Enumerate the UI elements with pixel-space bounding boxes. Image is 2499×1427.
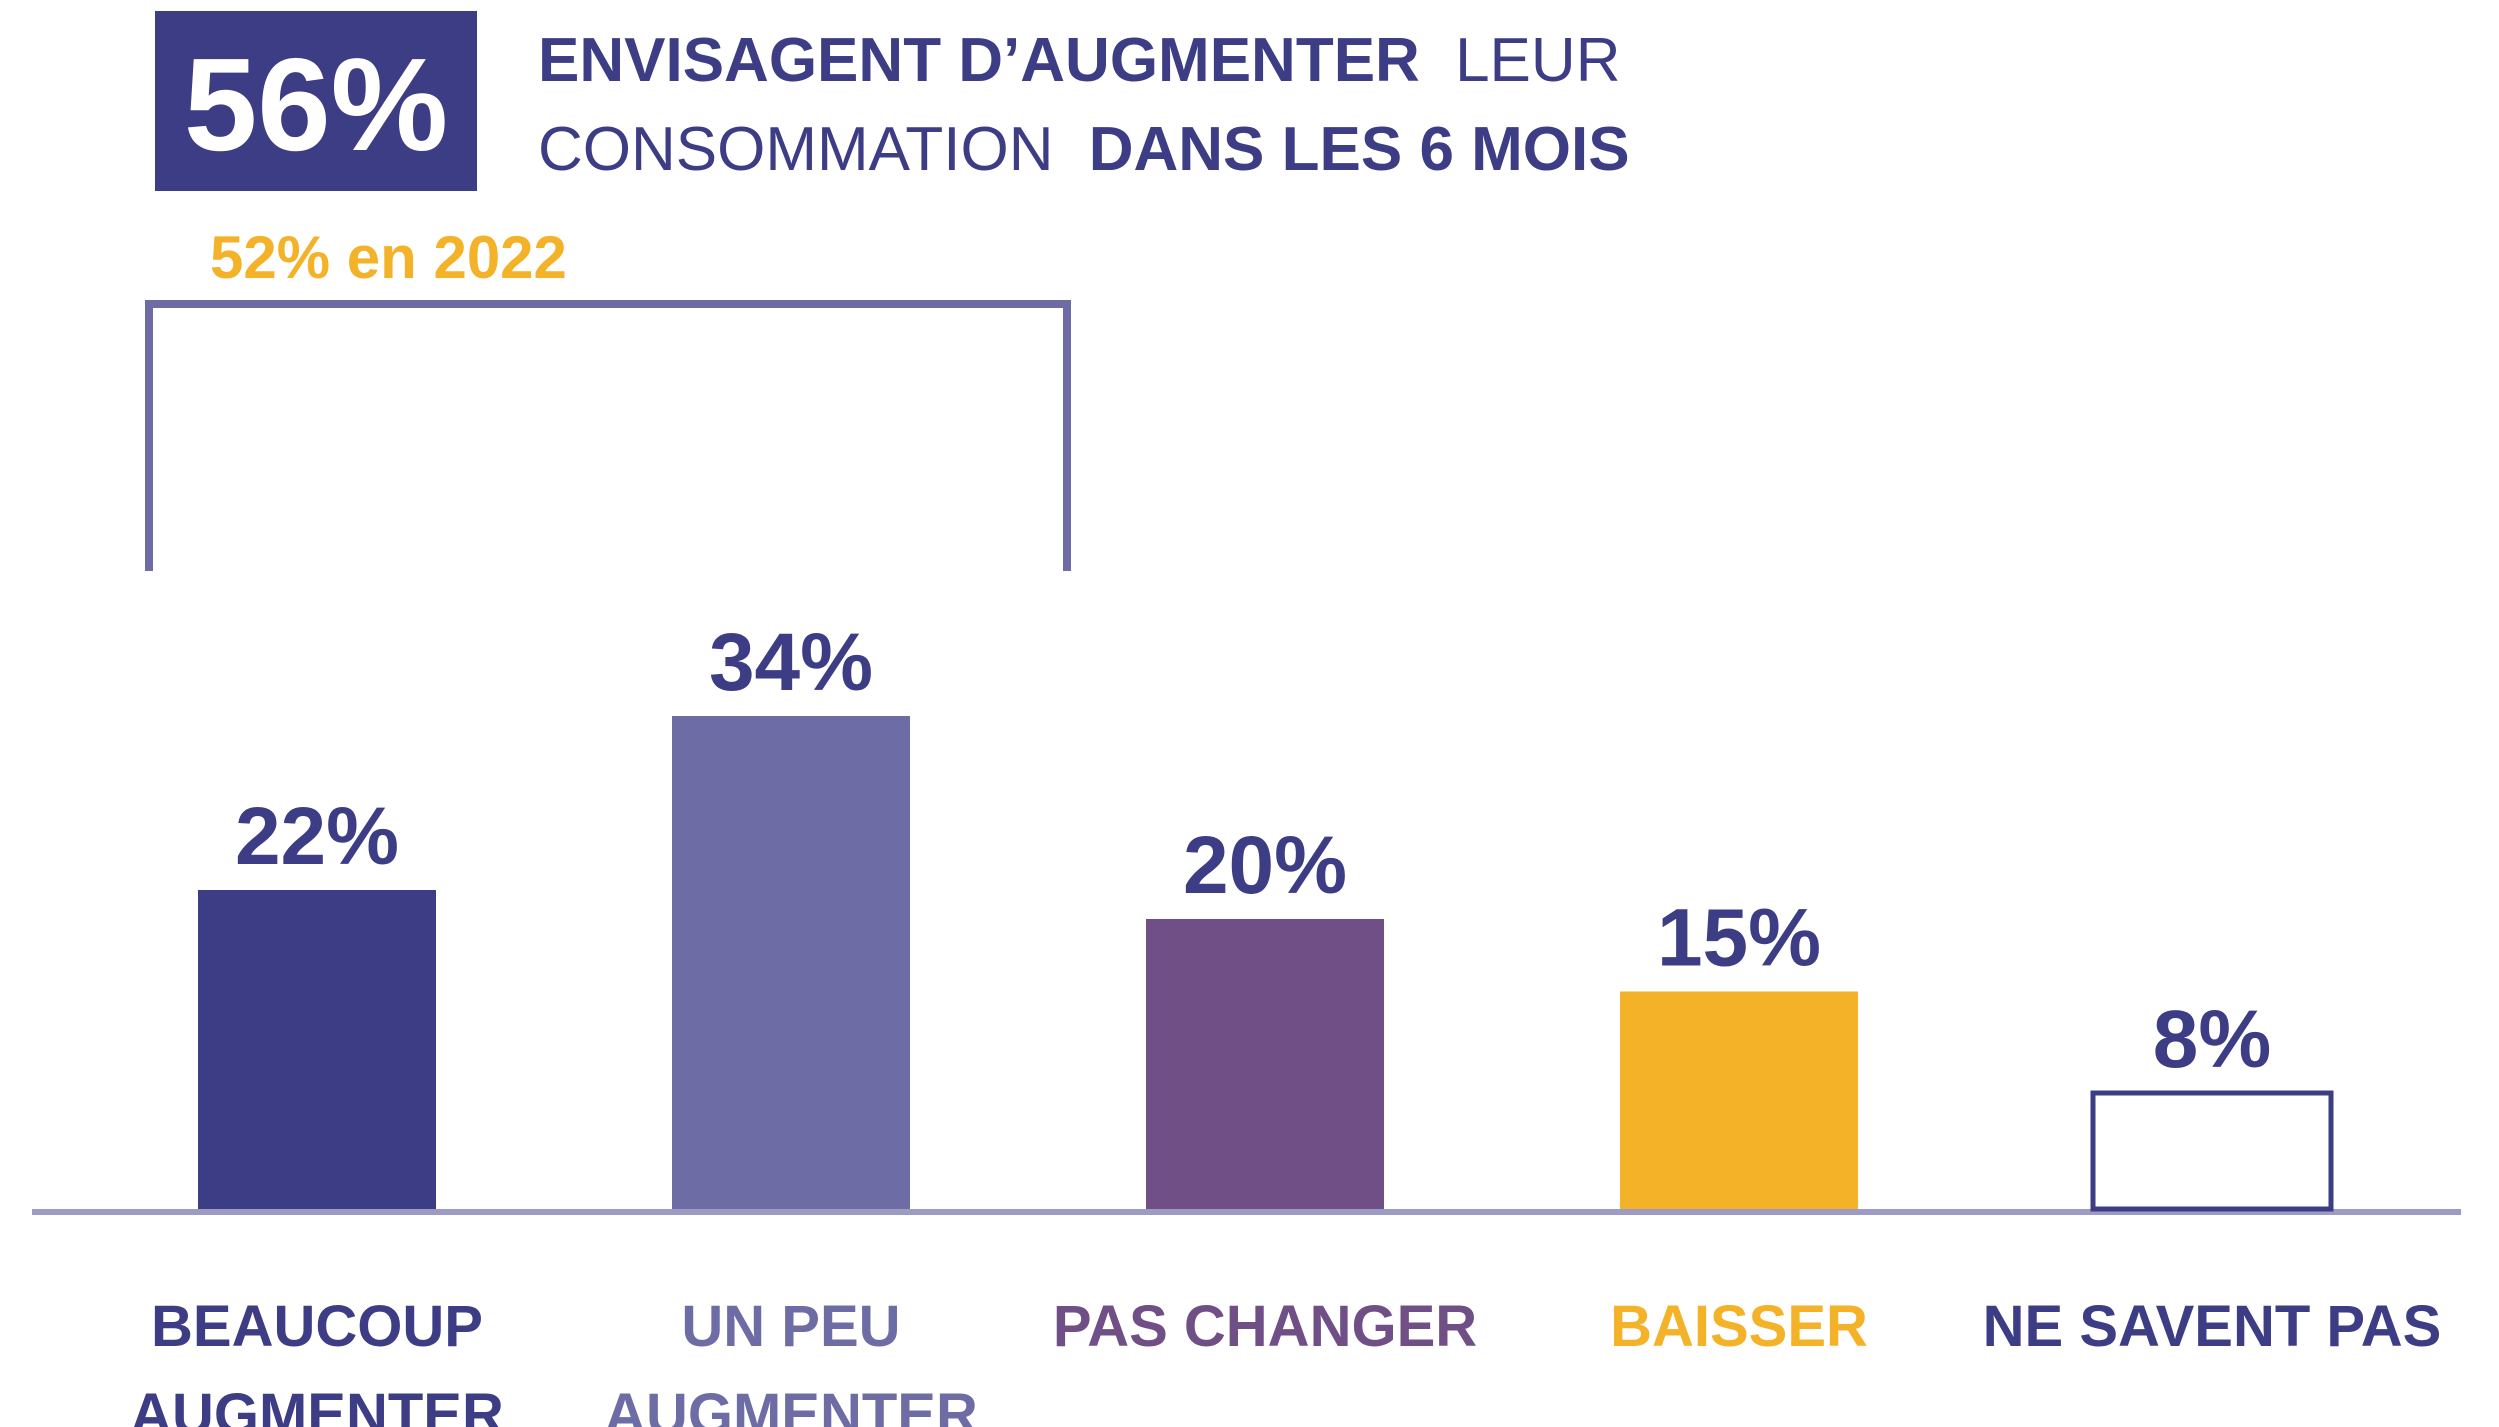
value-label: 8%	[2153, 994, 2272, 1085]
value-label: 15%	[1657, 893, 1821, 984]
annotation: 52% en 2022	[210, 224, 567, 291]
bar	[2090, 1090, 2334, 1212]
category-label: BAISSER	[1610, 1294, 1868, 1359]
bar	[1146, 919, 1384, 1209]
title-line: CONSOMMATION DANS LES 6 MOIS	[538, 115, 1630, 184]
title-part: CONSOMMATION	[538, 115, 1054, 184]
bar	[198, 890, 436, 1209]
value-label: 34%	[709, 617, 873, 708]
bar	[672, 716, 910, 1209]
headline-box	[155, 11, 477, 191]
headline: 56%	[184, 31, 448, 178]
bracket	[145, 300, 1071, 571]
category-label: UN PEU AUGMENTER	[604, 1294, 978, 1427]
bar	[1620, 991, 1858, 1209]
title-part: DANS LES 6 MOIS	[1089, 115, 1630, 184]
title-line: ENVISAGENT D’AUGMENTER LEUR	[538, 26, 1620, 95]
category-label: NE SAVENT PAS	[1982, 1294, 2442, 1359]
value-label: 20%	[1183, 820, 1347, 911]
category-label: PAS CHANGER	[1052, 1294, 1478, 1359]
title-part: ENVISAGENT D’AUGMENTER	[538, 26, 1420, 95]
title-part: LEUR	[1455, 26, 1620, 95]
category-label: BEAUCOUP AUGMENTER	[130, 1294, 504, 1427]
value-label: 22%	[235, 791, 399, 882]
